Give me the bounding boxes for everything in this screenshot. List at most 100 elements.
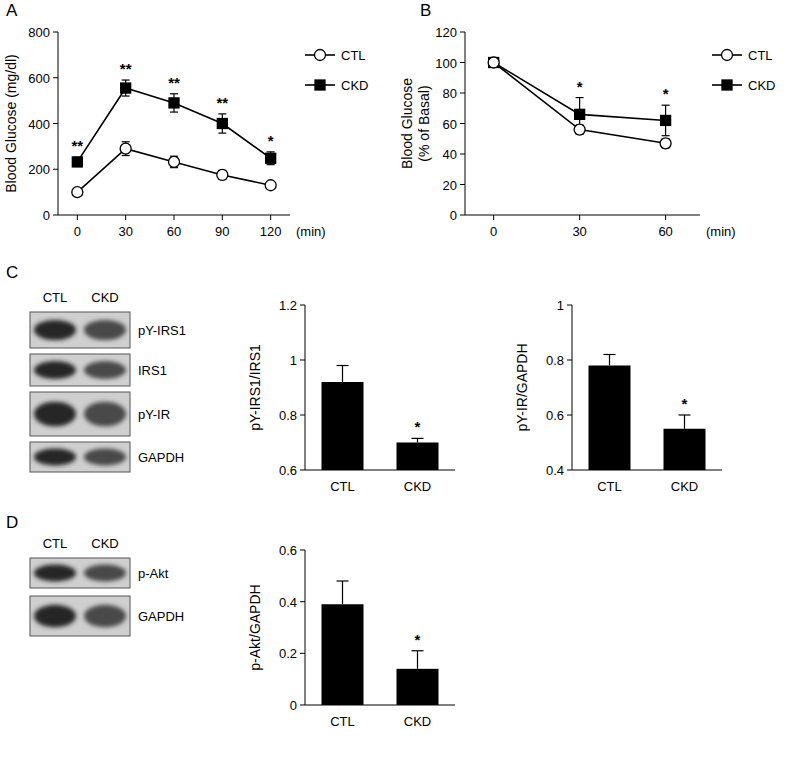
error-cap: [662, 135, 670, 136]
plot-area: [72, 80, 276, 198]
error-bar: [170, 94, 178, 112]
x-tick-label: 90: [215, 224, 229, 239]
y-tick-label: 0: [43, 208, 50, 223]
marker: [266, 153, 276, 163]
lane-label: CKD: [91, 536, 118, 551]
marker: [488, 57, 499, 68]
marker: [169, 98, 179, 108]
legend-entry: CTL: [712, 48, 773, 63]
panel-label: A: [6, 1, 18, 20]
y-tick-label: 40: [443, 147, 457, 162]
error-bar: [679, 415, 691, 429]
x-tick-label: 60: [167, 224, 181, 239]
error-stem: [417, 438, 418, 442]
y-tick: [53, 169, 58, 170]
y-tick: [53, 77, 58, 78]
x-tick-label: 60: [658, 224, 672, 239]
x-tick: [579, 215, 580, 220]
significance: *: [682, 395, 688, 412]
error-stem: [342, 366, 343, 383]
legend-label: CKD: [748, 78, 775, 93]
y-tick: [300, 470, 305, 471]
x-tick: [493, 215, 494, 220]
significance: *: [577, 78, 583, 95]
panel-label: C: [6, 263, 18, 282]
x-tick: [222, 215, 223, 220]
series-line: [494, 63, 666, 144]
lane-label: CTL: [43, 536, 68, 551]
y-tick-label: 0.4: [279, 595, 297, 610]
error-bar: [267, 152, 275, 165]
blot-band: [84, 402, 126, 427]
x-tick-label: CKD: [671, 479, 698, 494]
figure: ABCD02004006008000306090120(min)Blood Gl…: [0, 0, 800, 757]
significance: **: [168, 74, 180, 91]
blot-row: [30, 558, 130, 588]
blot-background: [30, 392, 130, 436]
panel-label: B: [420, 1, 431, 20]
legend-marker: [315, 50, 326, 61]
marker: [574, 124, 585, 135]
y-axis-line: [305, 550, 306, 705]
error-cap: [576, 97, 584, 98]
error-cap: [122, 79, 130, 80]
y-tick-label: 0.6: [279, 543, 297, 558]
y-axis-line: [305, 305, 306, 470]
y-tick: [567, 470, 572, 471]
blot-background: [30, 354, 130, 386]
legend-entry: CKD: [712, 78, 775, 93]
x-tick-label: 30: [572, 224, 586, 239]
y-tick: [300, 305, 305, 306]
error-cap: [412, 438, 424, 439]
bar: [397, 443, 439, 471]
x-tick: [77, 215, 78, 220]
error-cap: [218, 133, 226, 134]
bar: [589, 366, 631, 471]
row-label: IRS1: [138, 363, 167, 378]
marker: [121, 83, 131, 93]
panel-label: D: [6, 513, 18, 532]
marker: [265, 180, 276, 191]
error-bar: [122, 80, 130, 96]
blot-band: [34, 361, 76, 379]
row-label: pY-IRS1: [138, 323, 186, 338]
y-tick: [300, 415, 305, 416]
x-tick-label: CTL: [330, 479, 355, 494]
blot-band: [34, 605, 76, 627]
y-tick-label: 1.2: [279, 298, 297, 313]
significance: **: [216, 94, 228, 111]
bar: [397, 669, 439, 705]
error-cap: [122, 155, 130, 156]
x-axis-line: [465, 215, 700, 216]
row-label: GAPDH: [138, 450, 184, 465]
blot-background: [30, 442, 130, 472]
marker: [72, 157, 82, 167]
error-bar: [412, 438, 424, 442]
y-tick: [300, 550, 305, 551]
blot-background: [30, 596, 130, 636]
marker: [169, 156, 180, 167]
row-label: p-Akt: [138, 566, 169, 581]
blot-band: [84, 605, 126, 627]
legend-label: CTL: [341, 48, 366, 63]
x-tick: [270, 215, 271, 220]
error-bar: [218, 114, 226, 133]
error-cap: [170, 111, 178, 112]
y-tick: [300, 653, 305, 654]
y-axis-label: pY-IRS1/IRS1: [247, 344, 263, 431]
y-axis-label: Blood Glucose (mg/dl): [3, 54, 19, 193]
y-tick-label: 0.6: [546, 408, 564, 423]
legend-label: CKD: [341, 78, 368, 93]
error-cap: [662, 105, 670, 106]
y-axis-line: [572, 305, 573, 470]
y-axis-label: pY-IR/GAPDH: [514, 343, 530, 431]
significance: **: [71, 137, 83, 154]
y-tick-label: 80: [443, 86, 457, 101]
x-tick-label: 0: [74, 224, 81, 239]
legend-entry: CKD: [305, 78, 368, 93]
x-tick: [174, 215, 175, 220]
error-cap: [218, 113, 226, 114]
error-cap: [412, 650, 424, 651]
bar: [322, 604, 364, 705]
significance: *: [663, 85, 669, 102]
